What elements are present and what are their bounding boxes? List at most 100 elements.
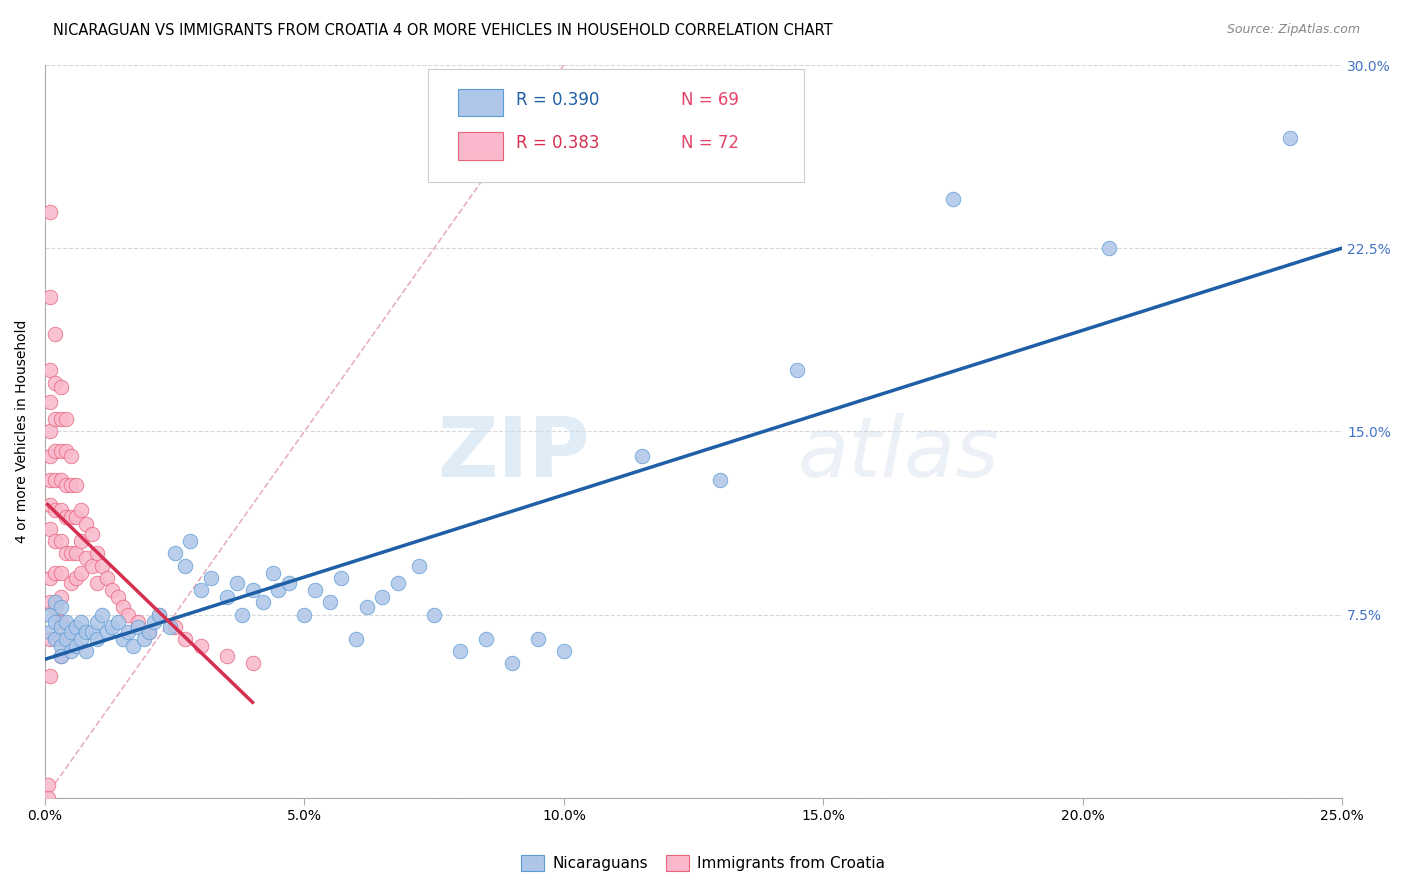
Point: [475, 632, 498, 646]
Point: [122, 640, 145, 654]
Point: [39, 595, 62, 609]
Point: [1279, 131, 1302, 145]
Point: [252, 595, 274, 609]
Point: [59, 546, 82, 560]
Point: [408, 558, 430, 573]
Point: [215, 591, 238, 605]
Point: [86, 546, 108, 560]
Point: [39, 522, 62, 536]
Point: [138, 624, 160, 639]
Text: atlas: atlas: [797, 413, 1000, 494]
Point: [76, 517, 98, 532]
Point: [44, 376, 66, 390]
Text: R = 0.390: R = 0.390: [516, 90, 599, 109]
Point: [163, 620, 186, 634]
Point: [226, 575, 249, 590]
Point: [501, 657, 523, 671]
Point: [111, 600, 134, 615]
FancyBboxPatch shape: [427, 69, 804, 182]
Point: [70, 615, 93, 629]
Point: [49, 473, 72, 487]
Point: [86, 615, 108, 629]
Y-axis label: 4 or more Vehicles in Household: 4 or more Vehicles in Household: [15, 319, 30, 543]
Point: [49, 566, 72, 580]
Point: [70, 534, 93, 549]
Point: [107, 591, 129, 605]
Point: [190, 583, 212, 598]
Point: [49, 648, 72, 663]
Point: [59, 449, 82, 463]
Point: [179, 534, 201, 549]
Point: [39, 498, 62, 512]
Point: [242, 583, 264, 598]
Point: [44, 566, 66, 580]
Point: [65, 509, 87, 524]
Point: [553, 644, 575, 658]
Point: [37, 790, 59, 805]
Point: [55, 412, 77, 426]
Point: [91, 558, 114, 573]
Point: [39, 290, 62, 304]
Point: [59, 478, 82, 492]
FancyBboxPatch shape: [457, 133, 503, 161]
Point: [423, 607, 446, 622]
Point: [138, 624, 160, 639]
Text: N = 72: N = 72: [681, 135, 738, 153]
Point: [356, 600, 378, 615]
Point: [39, 204, 62, 219]
Point: [39, 571, 62, 585]
Point: [44, 502, 66, 516]
Point: [39, 632, 62, 646]
Text: N = 69: N = 69: [681, 90, 738, 109]
Text: ZIP: ZIP: [437, 413, 591, 494]
Point: [49, 591, 72, 605]
Text: NICARAGUAN VS IMMIGRANTS FROM CROATIA 4 OR MORE VEHICLES IN HOUSEHOLD CORRELATIO: NICARAGUAN VS IMMIGRANTS FROM CROATIA 4 …: [53, 23, 832, 38]
Point: [786, 363, 808, 377]
Point: [49, 600, 72, 615]
Point: [80, 527, 103, 541]
Point: [344, 632, 367, 646]
Point: [39, 425, 62, 439]
FancyBboxPatch shape: [457, 88, 503, 116]
Point: [65, 640, 87, 654]
Point: [39, 449, 62, 463]
Point: [39, 668, 62, 682]
Point: [111, 632, 134, 646]
Point: [76, 644, 98, 658]
Point: [294, 607, 316, 622]
Point: [215, 648, 238, 663]
Point: [449, 644, 471, 658]
Point: [55, 615, 77, 629]
Point: [132, 632, 155, 646]
Point: [59, 509, 82, 524]
Point: [96, 571, 118, 585]
Point: [117, 607, 139, 622]
Point: [86, 575, 108, 590]
Point: [37, 779, 59, 793]
Point: [65, 571, 87, 585]
Point: [262, 566, 284, 580]
Point: [387, 575, 409, 590]
Point: [49, 502, 72, 516]
Point: [190, 640, 212, 654]
Point: [44, 473, 66, 487]
Point: [127, 615, 149, 629]
Point: [39, 624, 62, 639]
Point: [70, 502, 93, 516]
Point: [65, 546, 87, 560]
Point: [49, 615, 72, 629]
Point: [76, 624, 98, 639]
Point: [117, 624, 139, 639]
Point: [55, 632, 77, 646]
Point: [709, 473, 731, 487]
Point: [44, 632, 66, 646]
Point: [59, 575, 82, 590]
Point: [39, 607, 62, 622]
Legend: Nicaraguans, Immigrants from Croatia: Nicaraguans, Immigrants from Croatia: [516, 849, 890, 877]
Point: [70, 632, 93, 646]
Point: [101, 620, 124, 634]
Point: [319, 595, 342, 609]
Point: [142, 615, 165, 629]
Point: [55, 444, 77, 458]
Point: [76, 551, 98, 566]
